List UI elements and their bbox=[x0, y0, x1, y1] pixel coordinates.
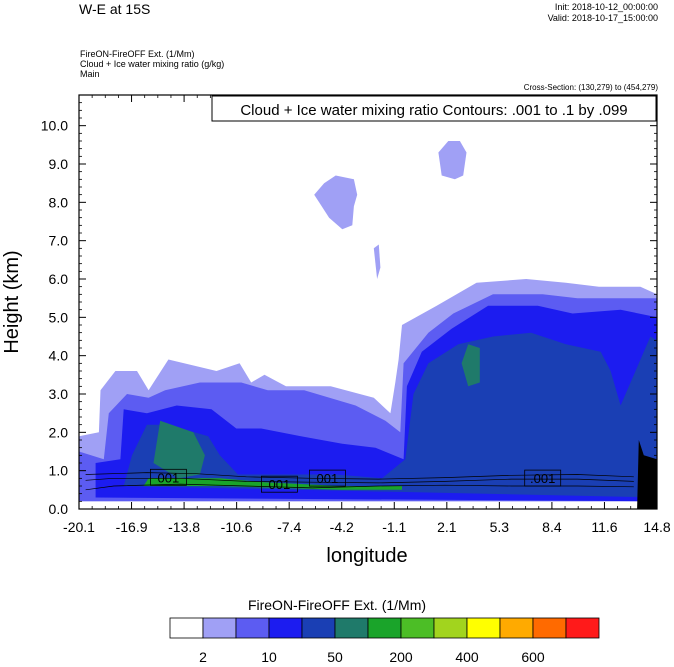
contour-info-box: Cloud + Ice water mixing ratio Contours:… bbox=[211, 95, 657, 122]
init-time: Init: 2018-10-12_00:00:00 bbox=[554, 2, 658, 12]
x-tick-label: 2.1 bbox=[437, 519, 457, 535]
colorbar-label: 2 bbox=[199, 649, 207, 665]
colorbar-label: 400 bbox=[455, 649, 479, 665]
mixing-ratio-contours: 001 001 001 .001 bbox=[85, 468, 634, 493]
x-axis-label: longitude bbox=[326, 545, 407, 567]
colorbar-swatch bbox=[532, 617, 567, 639]
y-tick-label: 4.0 bbox=[49, 348, 69, 364]
y-axis-label: Height (km) bbox=[1, 250, 23, 353]
field-mixing-ratio: Cloud + Ice water mixing ratio (g/kg) bbox=[80, 59, 225, 69]
y-tick-label: 6.0 bbox=[49, 271, 69, 287]
y-tick-label: 9.0 bbox=[49, 156, 69, 172]
y-tick-label: 8.0 bbox=[49, 194, 69, 210]
x-tick-label: -10.6 bbox=[221, 519, 253, 535]
colorbar-swatch bbox=[169, 617, 204, 639]
x-tick-label: 5.3 bbox=[490, 519, 510, 535]
x-tick-label: 8.4 bbox=[542, 519, 562, 535]
x-tick-label: -4.2 bbox=[330, 519, 354, 535]
extinction-region-level-4 bbox=[123, 332, 657, 498]
extinction-region-level-1 bbox=[314, 175, 358, 230]
colorbar-swatch bbox=[235, 617, 270, 639]
extinction-region-level-1 bbox=[373, 244, 381, 279]
colorbar-swatch bbox=[301, 617, 336, 639]
contour-label-box bbox=[308, 469, 346, 487]
contour-value-label: .001 bbox=[530, 471, 555, 486]
extinction-region-level-5 bbox=[461, 344, 480, 387]
extinction-region-level-1 bbox=[438, 141, 467, 180]
extinction-shading bbox=[79, 141, 657, 509]
colorbar-swatch bbox=[268, 617, 303, 639]
contour-label-box bbox=[260, 475, 298, 493]
x-tick-label: -7.4 bbox=[277, 519, 301, 535]
valid-time: Valid: 2018-10-17_15:00:00 bbox=[547, 13, 658, 23]
contour-info-frame bbox=[211, 95, 657, 122]
colorbar-swatch bbox=[466, 617, 501, 639]
field-extinction: FireON-FireOFF Ext. (1/Mm) bbox=[80, 49, 195, 59]
contour-info-text: Cloud + Ice water mixing ratio Contours:… bbox=[240, 102, 627, 119]
plot-title: W-E at 15S bbox=[79, 1, 151, 17]
colorbar-swatch bbox=[433, 617, 468, 639]
x-tick-label: -13.8 bbox=[168, 519, 200, 535]
y-tick-label: 1.0 bbox=[49, 463, 69, 479]
y-tick-label: 3.0 bbox=[49, 386, 69, 402]
colorbar-swatch bbox=[565, 617, 600, 639]
colorbar-label: 200 bbox=[389, 649, 413, 665]
time-info: Init: 2018-10-12_00:00:00 Valid: 2018-10… bbox=[548, 2, 658, 24]
colorbar-swatch bbox=[400, 617, 435, 639]
contour-label-box bbox=[149, 468, 187, 486]
contour-value-label: 001 bbox=[158, 470, 180, 485]
y-tick-label: 2.0 bbox=[49, 424, 69, 440]
y-tick-label: 7.0 bbox=[49, 233, 69, 249]
x-tick-label: -1.1 bbox=[382, 519, 406, 535]
x-tick-label: -20.1 bbox=[63, 519, 95, 535]
colorbar-title: FireON-FireOFF Ext. (1/Mm) bbox=[247, 597, 427, 613]
colorbar-label: 600 bbox=[521, 649, 545, 665]
colorbar-swatch bbox=[202, 617, 237, 639]
colorbar-label: 50 bbox=[327, 649, 343, 665]
y-axis: 0.0 1.0 2.0 3.0 4.0 5.0 6.0 7.0 8.0 9.0 10.0 bbox=[41, 94, 657, 517]
field-info: FireON-FireOFF Ext. (1/Mm) Cloud + Ice w… bbox=[80, 49, 224, 79]
contour-label-box bbox=[524, 469, 562, 487]
extinction-region-level-5 bbox=[153, 420, 205, 479]
colorbar-swatch bbox=[334, 617, 369, 639]
colorbar-swatch bbox=[367, 617, 402, 639]
y-tick-label: 10.0 bbox=[41, 118, 68, 134]
field-domain: Main bbox=[80, 69, 100, 79]
extinction-region-level-7 bbox=[637, 440, 657, 509]
contour-value-label: 001 bbox=[317, 471, 339, 486]
x-tick-label: -16.9 bbox=[116, 519, 148, 535]
x-tick-label: 11.6 bbox=[591, 519, 617, 535]
y-tick-label: 0.0 bbox=[49, 501, 69, 517]
colorbar-label: 10 bbox=[261, 649, 277, 665]
colorbar: 2 10 50 200 400 600 bbox=[169, 617, 600, 665]
x-tick-label: 14.8 bbox=[643, 519, 670, 535]
y-tick-label: 5.0 bbox=[49, 309, 69, 325]
cross-section-label: Cross-Section: (130,279) to (454,279) bbox=[523, 83, 658, 92]
colorbar-swatch bbox=[499, 617, 534, 639]
contour-value-label: 001 bbox=[269, 477, 291, 492]
